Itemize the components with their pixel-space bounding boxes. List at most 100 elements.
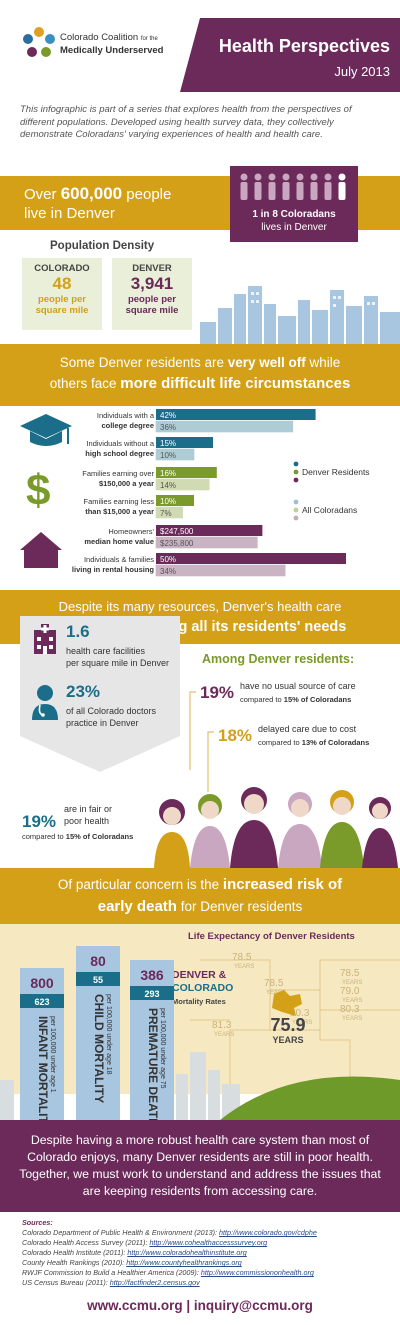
mortality-denver-value: 800 [30,975,54,991]
population-count: 600,000 [60,184,123,203]
mortality-colorado-value: 293 [144,989,159,999]
bar-denver [156,553,346,564]
density-title: Population Density [50,240,155,252]
mortality-colorado-band [20,994,64,1008]
bar-label-line1: Homeowners' [108,527,154,536]
footer-contact[interactable]: www.ccmu.org | inquiry@ccmu.org [87,1298,313,1313]
map-years-label: YEARS [234,964,254,970]
bar-denver [156,495,194,506]
source-link[interactable]: http://www.coloradohealthinstitute.org [127,1248,247,1257]
banner-life-circumstances [0,344,400,406]
mortality-legend: DENVER & COLORADO Mortality Rates [172,969,234,1006]
source-item: RWJF Commission to Build a Healthier Ame… [22,1268,392,1278]
source-item: US Census Bureau (2011): http://factfind… [22,1278,392,1288]
mortality-column [20,968,64,1120]
bar-value-colorado: $235,800 [160,539,194,548]
source-link[interactable]: http://www.cohealthaccesssurvey.org [149,1238,268,1247]
stat-poor-health-text: are in fair or poor health compared to 1… [22,804,134,841]
bar-label-line1: Families earning less [84,497,155,506]
bar-value-denver: $247,500 [160,527,194,536]
closing-text: Despite having a more robust health care… [19,1133,381,1198]
doctors-text: of all Colorado doctors practice in Denve… [66,706,157,728]
stat-poor-health-value: 19% [22,812,57,831]
hospital-icon [34,624,56,654]
banner-early-death-text: Of particular concern is the increased r… [57,876,343,915]
stat-no-usual-care-value: 19% [200,683,235,702]
doctors-value: 23% [66,682,101,701]
map-years-label: YEARS [266,990,286,996]
legend-dot-colorado [293,499,299,505]
map-years-label: YEARS [342,998,362,1004]
banner-life-circumstances-text: Some Denver residents are very well off … [49,355,351,392]
ratio-card [230,166,358,242]
page-date: July 2013 [334,64,390,79]
city-skyline-illustration [200,286,400,344]
stat-no-usual-care-text: have no usual source of care compared to… [240,681,356,704]
bar-label-line1: Individuals with a [97,411,155,420]
people-icons [240,173,346,200]
source-name: Colorado Health Access Survey (2011): [22,1238,150,1247]
denver-life-expectancy: 75.9 YEARS [270,1015,306,1045]
mortality-colorado-band [76,972,120,986]
bar-label-line2: college degree [101,421,154,430]
bar-value-colorado: 36% [160,423,176,432]
map-years-label: YEARS [292,1020,312,1026]
mortality-colorado-value: 55 [93,975,103,985]
denver-density-card: DENVER 3,941 people per square mile [112,258,192,330]
map-years-label: YEARS [342,1016,362,1022]
callout-lines [189,691,214,792]
bar-colorado [155,448,195,461]
among-residents-title: Among Denver residents: [202,652,355,666]
mortality-colorado-value: 623 [34,997,49,1007]
mortality-sub: per 100,000 under age 75 [159,1008,166,1089]
colorado-density-value: 48 [52,274,72,293]
bar-colorado [155,478,210,491]
sources: Sources: Colorado Department of Public H… [22,1218,392,1288]
map-life-value: 79.0 [340,986,360,997]
legend-dot-colorado [293,507,299,513]
legend-dot-denver [293,477,299,483]
org-name-line1: Colorado Coalition [60,32,139,43]
bar-denver [156,467,217,478]
bar-colorado [155,506,183,519]
ccmu-logo-icon [23,27,55,57]
bar-value-denver: 15% [160,439,176,448]
source-name: Colorado Health Institute (2011): [22,1248,128,1257]
source-link[interactable]: http://www.commissiononhealth.org [200,1268,314,1277]
closing-band [0,1120,400,1212]
source-link[interactable]: http://www.countyhealthrankings.org [126,1258,242,1267]
bar-value-denver: 10% [160,497,176,506]
mortality-column-label: PREMATURE DEATH per 100,000 under age 75 [146,1008,166,1120]
bar-value-colorado: 10% [160,451,176,460]
source-link[interactable]: http://www.colorado.gov/cdphe [218,1228,317,1237]
facilities-text: health care facilities per square mile in… [66,646,170,668]
ratio-text: 1 in 8 Coloradans lives in Denver [252,209,336,233]
facilities-value: 1.6 [66,622,90,641]
bar-label-line2: living in rental housing [72,565,155,574]
bar-label-line1: Individuals without a [86,439,154,448]
source-item: Colorado Health Access Survey (2011): ht… [22,1238,392,1248]
source-name: RWJF Commission to Build a Healthier Ame… [22,1268,201,1277]
bar-denver [156,437,213,448]
mortality-column-label: CHILD MORTALITY per 100,000 under age 18 [92,994,112,1103]
map-years-label: YEARS [342,980,362,986]
bar-colorado [155,564,286,577]
bar-label-line1: Families earning over [82,469,154,478]
bar-denver [156,525,263,536]
legend-colorado: All Coloradans [302,505,357,515]
legend-denver: Denver Residents [302,467,370,477]
map-life-value: 81.3 [212,1020,232,1031]
bar-label-line2: than $15,000 a year [85,507,154,516]
gray-arrow-panel [20,616,180,772]
mortality-column-label: INFANT MORTALITY per 100,000 under age 1 [36,1016,56,1120]
stat-delayed-care-text: delayed care due to cost compared to 13%… [258,724,370,747]
mortality-sub: per 100,000 under age 1 [49,1016,56,1093]
life-expectancy-map: 78.5YEARS78.5YEARS78.5YEARS79.0YEARS80.3… [212,952,362,1038]
bar-label-line2: high school degree [85,449,154,458]
bar-value-denver: 16% [160,469,176,478]
bar-label-line2: median home value [84,537,154,546]
org-name-line2: Medically Underserved [60,45,164,56]
source-link[interactable]: http://factfinder2.census.gov [109,1278,200,1287]
page-title: Health Perspectives [218,36,390,56]
